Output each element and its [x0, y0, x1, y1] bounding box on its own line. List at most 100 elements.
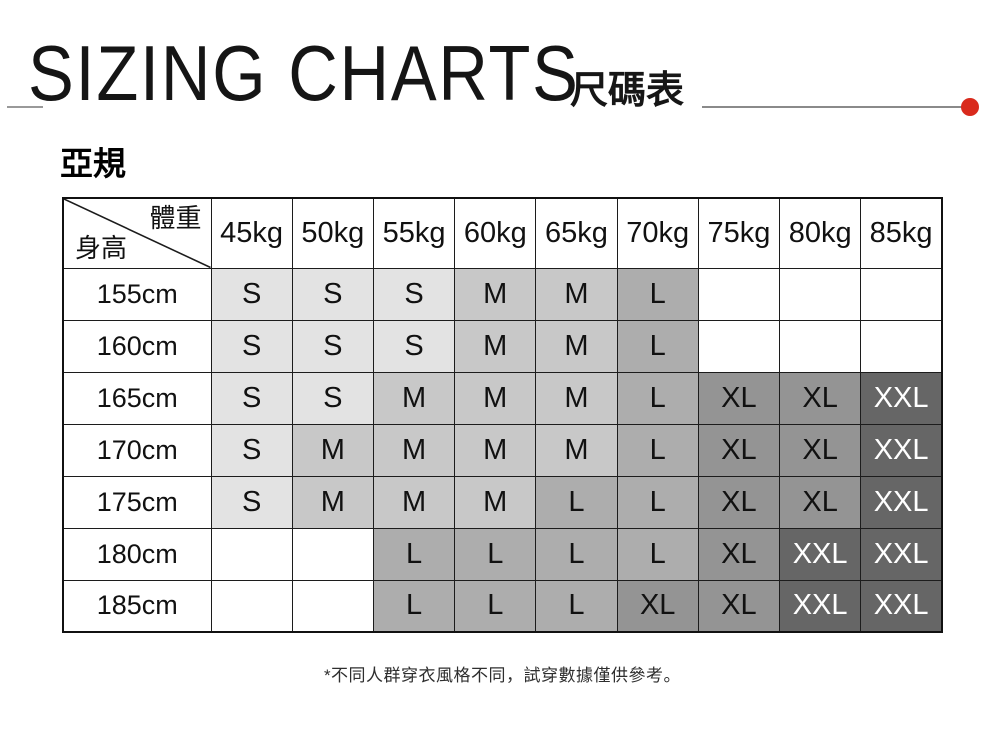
size-cell-XL: XL	[697, 371, 781, 425]
corner-label-weight: 體重	[149, 203, 202, 233]
size-cell-L: L	[535, 527, 618, 581]
page-title: SIZING CHARTS	[28, 29, 580, 117]
row-header-180cm: 180cm	[62, 527, 212, 581]
size-cell-XL: XL	[697, 527, 781, 581]
column-header-60kg: 60kg	[454, 197, 537, 269]
column-header-55kg: 55kg	[372, 197, 456, 269]
size-cell-M: M	[291, 475, 374, 529]
size-cell-L: L	[535, 475, 618, 529]
size-cell-L: L	[616, 371, 699, 425]
size-cell-S: S	[291, 267, 374, 321]
red-dot-decoration	[961, 98, 979, 116]
page-title-chinese: 尺碼表	[570, 70, 685, 112]
size-cell-S: S	[210, 371, 293, 425]
column-header-75kg: 75kg	[697, 197, 781, 269]
empty-cell	[210, 579, 293, 633]
column-header-65kg: 65kg	[535, 197, 618, 269]
corner-label-height: 身高	[75, 232, 128, 263]
size-cell-L: L	[616, 319, 699, 373]
row-header-170cm: 170cm	[62, 423, 212, 477]
table-row-170cm: 170cm S M M M M L XL XL XXL	[62, 423, 943, 477]
size-cell-M: M	[454, 319, 537, 373]
size-cell-XL: XL	[779, 423, 862, 477]
size-cell-M: M	[535, 371, 618, 425]
size-cell-S: S	[210, 267, 293, 321]
column-header-50kg: 50kg	[291, 197, 374, 269]
table-header-row: 體重 身高 45kg 50kg 55kg 60kg 65kg 70kg 75kg 80kg 85…	[62, 197, 943, 269]
size-cell-L: L	[454, 579, 537, 633]
size-cell-XXL: XXL	[860, 371, 943, 425]
size-cell-S: S	[210, 475, 293, 529]
size-cell-XL: XL	[616, 579, 699, 633]
size-cell-M: M	[454, 371, 537, 425]
section-label-asian-size: 亞規	[60, 145, 126, 182]
size-table: 體重 身高 45kg 50kg 55kg 60kg 65kg 70kg 75kg 80kg 85…	[62, 197, 943, 633]
empty-cell	[779, 319, 862, 373]
column-header-85kg: 85kg	[860, 197, 943, 269]
size-cell-M: M	[372, 423, 456, 477]
row-header-185cm: 185cm	[62, 579, 212, 633]
size-cell-L: L	[372, 527, 456, 581]
size-cell-S: S	[291, 319, 374, 373]
size-cell-M: M	[454, 423, 537, 477]
size-cell-M: M	[454, 267, 537, 321]
table-row-180cm: 180cm L L L L XL XXL XXL	[62, 527, 943, 581]
size-table-body: 155cm S S S M M L 160cm S S S M M L 165cm S S M M M L XL XL XXL…	[62, 267, 943, 633]
size-cell-XL: XL	[779, 475, 862, 529]
size-cell-L: L	[454, 527, 537, 581]
corner-cell: 體重 身高	[62, 197, 212, 269]
size-cell-M: M	[454, 475, 537, 529]
column-header-80kg: 80kg	[779, 197, 862, 269]
size-cell-S: S	[210, 319, 293, 373]
size-cell-XL: XL	[779, 371, 862, 425]
size-cell-XXL: XXL	[779, 579, 862, 633]
size-cell-XL: XL	[697, 579, 781, 633]
empty-cell	[210, 527, 293, 581]
empty-cell	[697, 267, 781, 321]
size-cell-L: L	[372, 579, 456, 633]
size-cell-M: M	[535, 267, 618, 321]
size-cell-L: L	[616, 475, 699, 529]
row-header-175cm: 175cm	[62, 475, 212, 529]
size-cell-S: S	[291, 371, 374, 425]
table-row-185cm: 185cm L L L XL XL XXL XXL	[62, 579, 943, 633]
table-row-160cm: 160cm S S S M M L	[62, 319, 943, 373]
size-cell-L: L	[616, 527, 699, 581]
size-cell-S: S	[210, 423, 293, 477]
empty-cell	[291, 527, 374, 581]
column-header-45kg: 45kg	[210, 197, 293, 269]
size-cell-S: S	[372, 319, 456, 373]
table-row-155cm: 155cm S S S M M L	[62, 267, 943, 321]
footnote-text: *不同人群穿衣風格不同，試穿數據僅供參考。	[323, 666, 682, 685]
size-cell-S: S	[372, 267, 456, 321]
size-cell-XL: XL	[697, 423, 781, 477]
table-row-165cm: 165cm S S M M M L XL XL XXL	[62, 371, 943, 425]
row-header-155cm: 155cm	[62, 267, 212, 321]
size-cell-L: L	[535, 579, 618, 633]
size-cell-XXL: XXL	[860, 423, 943, 477]
empty-cell	[860, 267, 943, 321]
left-dash-decoration	[7, 106, 43, 108]
size-cell-M: M	[535, 423, 618, 477]
empty-cell	[697, 319, 781, 373]
size-cell-XXL: XXL	[860, 527, 943, 581]
size-cell-XL: XL	[697, 475, 781, 529]
size-table-container: 體重 身高 45kg 50kg 55kg 60kg 65kg 70kg 75kg 80kg 85…	[62, 197, 943, 633]
diagonal-line	[64, 199, 210, 267]
size-cell-XXL: XXL	[860, 579, 943, 633]
column-header-70kg: 70kg	[616, 197, 699, 269]
empty-cell	[779, 267, 862, 321]
size-cell-M: M	[372, 371, 456, 425]
empty-cell	[860, 319, 943, 373]
title-rule-line	[702, 106, 964, 108]
size-cell-L: L	[616, 267, 699, 321]
row-header-165cm: 165cm	[62, 371, 212, 425]
size-cell-XXL: XXL	[779, 527, 862, 581]
row-header-160cm: 160cm	[62, 319, 212, 373]
size-cell-M: M	[372, 475, 456, 529]
size-cell-M: M	[291, 423, 374, 477]
empty-cell	[291, 579, 374, 633]
table-row-175cm: 175cm S M M M L L XL XL XXL	[62, 475, 943, 529]
size-cell-M: M	[535, 319, 618, 373]
